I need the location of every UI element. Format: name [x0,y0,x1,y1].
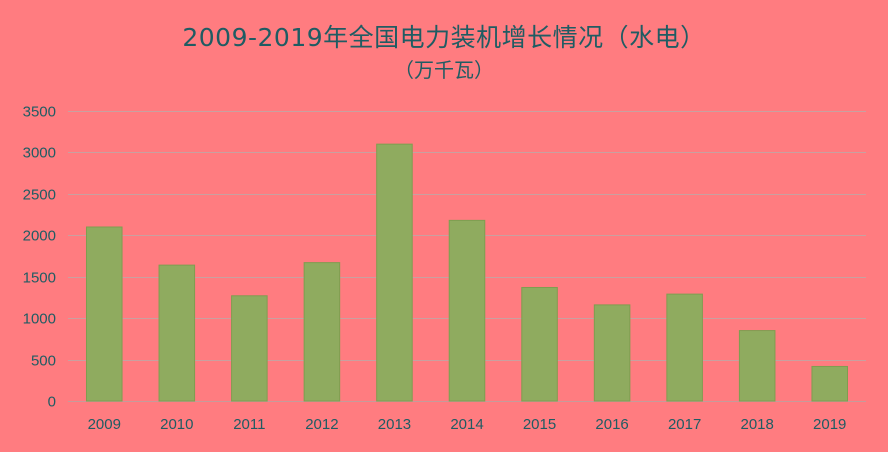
chart-subtitle: （万千瓦） [394,58,494,82]
x-tick-label: 2012 [305,416,338,433]
bar-2018 [738,330,776,402]
y-tick-label: 1500 [23,270,56,287]
y-tick-label: 1000 [23,311,56,328]
bar-2017 [666,293,703,402]
bar-2013 [376,143,413,402]
x-tick-label: 2017 [668,416,701,433]
bar-2009 [85,226,123,402]
bar-2010 [158,264,196,402]
x-tick-label: 2018 [740,416,773,433]
y-tick-label: 3000 [23,145,56,162]
x-tick-label: 2016 [595,416,628,433]
bar-2016 [593,304,631,402]
y-tick-label: 0 [48,394,56,411]
x-tick-label: 2015 [523,416,556,433]
chart-title: 2009-2019年全国电力装机增长情况（水电） [182,23,706,52]
bar-2014 [448,219,486,402]
y-tick-label: 2000 [23,228,56,245]
x-tick-label: 2014 [450,416,483,433]
y-tick-label: 500 [31,353,56,370]
x-tick-label: 2013 [378,416,411,433]
y-tick-label: 2500 [23,187,56,204]
bar-2012 [303,262,341,402]
x-tick-label: 2019 [813,416,846,433]
bar-2019 [811,365,849,402]
x-tick-label: 2011 [233,416,265,433]
bar-2011 [231,295,268,402]
bar-2015 [521,286,558,402]
x-tick-label: 2010 [160,416,193,433]
x-tick-label: 2009 [88,416,121,433]
y-tick-label: 3500 [23,104,56,121]
